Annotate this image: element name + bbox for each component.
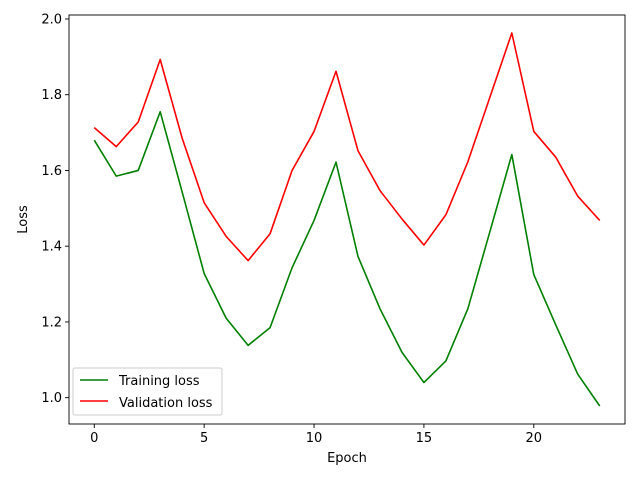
y-tick-label: 2.0: [41, 12, 62, 27]
series-line-validation: [93, 32, 601, 262]
plot-lines: [93, 32, 601, 407]
legend-box: [72, 367, 223, 416]
x-tick-label: 15: [416, 431, 433, 446]
x-tick-label: 10: [306, 431, 323, 446]
legend-label-training: Training loss: [118, 374, 200, 389]
x-tick-label: 0: [90, 431, 98, 446]
x-tick-label: 20: [526, 431, 543, 446]
y-tick-label: 1.8: [41, 88, 62, 103]
x-axis-label: Epoch: [327, 451, 367, 466]
y-tick-label: 1.6: [41, 164, 62, 179]
axes-frame: [68, 14, 626, 425]
y-axis-label: Loss: [16, 205, 31, 234]
y-tick-label: 1.0: [41, 391, 62, 406]
x-tick-label: 5: [200, 431, 208, 446]
y-axis: 1.0 1.2 1.4 1.6 1.8 2.0: [41, 12, 69, 406]
y-tick-label: 1.4: [41, 240, 62, 255]
legend-label-validation: Validation loss: [119, 396, 213, 411]
x-axis: 0 5 10 15 20: [90, 424, 542, 446]
legend: Training loss Validation loss: [72, 367, 223, 416]
y-tick-label: 1.2: [41, 315, 62, 330]
series-line-training: [93, 110, 601, 407]
